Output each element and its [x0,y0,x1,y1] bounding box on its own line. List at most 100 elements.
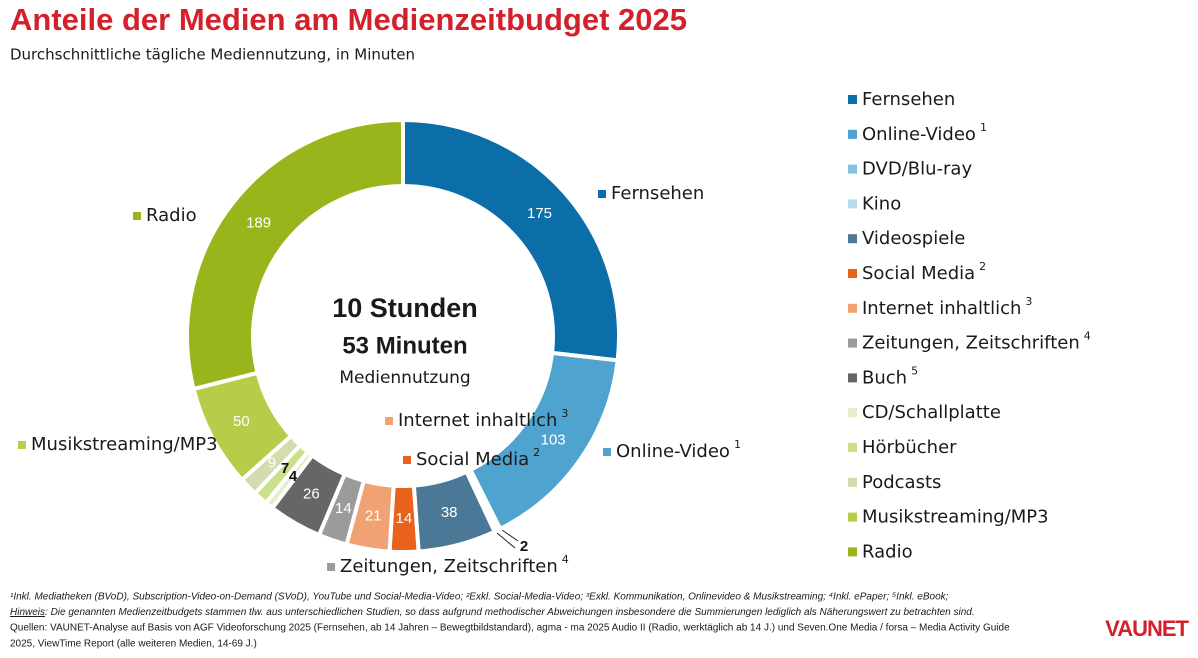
category-name: CD/Schallplatte [862,402,1001,423]
callout-swatch [327,563,335,571]
sources: 2025, ViewTime Report (alle weiteren Med… [10,639,257,650]
legend-label: DVD/Blu-ray [862,159,972,180]
leader-line [496,532,516,549]
category-name: Buch [862,367,907,388]
legend-label: Online-Video 1 [862,121,987,145]
callout-label: Internet inhaltlich 3 [398,407,568,431]
value-label: 175 [527,205,552,222]
value-label: 21 [365,508,382,525]
value-label: 7 [281,460,289,477]
footnotes: ¹Inkl. Mediatheken (BVoD), Subscription-… [10,592,949,603]
value-label: 26 [303,485,320,502]
value-label: 2 [520,538,528,555]
category-name: Fernsehen [611,183,704,204]
footnote-mark: 3 [1025,295,1032,308]
legend-swatch [848,303,857,313]
callout-swatch [598,190,606,198]
category-name: Musikstreaming/MP3 [862,507,1049,528]
legend-swatch [848,547,857,557]
legend-swatch [848,373,857,383]
hinweis-label: Hinweis [10,607,45,618]
callout-swatch [385,417,393,425]
legend-swatch [848,477,857,487]
legend-swatch [848,269,857,278]
value-label: 50 [233,413,250,430]
hinweis: Hinweis: Die genannten Medienzeitbudgets… [10,607,975,618]
value-label: 14 [335,500,352,517]
legend-label: Internet inhaltlich 3 [862,295,1032,319]
legend-swatch [848,512,857,522]
footnote-mark: 2 [533,446,540,459]
callout-label: Social Media 2 [416,446,540,470]
legend-swatch [848,95,857,104]
callout-swatch [133,212,141,220]
callout-swatch [403,456,411,464]
slice [401,117,621,363]
center-label: Mediennutzung [339,368,470,388]
value-label: 103 [541,432,566,449]
slice [185,117,405,392]
callout-label: Zeitungen, Zeitschriften 4 [340,553,569,577]
chart-subtitle: Durchschnittliche tägliche Mediennutzung… [10,46,415,64]
legend-label: Videospiele [862,228,965,249]
legend-swatch [848,443,857,452]
legend-swatch [848,199,857,209]
value-label: 189 [246,215,271,232]
footnote-mark: 4 [562,553,569,566]
value-label: 38 [441,504,458,521]
legend-label: Social Media 2 [862,260,986,284]
category-name: Zeitungen, Zeitschriften [862,333,1080,354]
category-name: Fernsehen [862,89,955,110]
legend-label: Hörbücher [862,437,957,458]
callout-swatch [18,441,26,449]
category-name: Online-Video [862,124,976,145]
category-name: Internet inhaltlich [862,298,1021,319]
legend-label: Musikstreaming/MP3 [862,507,1049,528]
category-name: DVD/Blu-ray [862,159,972,180]
category-name: Videospiele [862,228,965,249]
leader-line [501,529,519,542]
legend-label: CD/Schallplatte [862,402,1001,423]
footnote-mark: 3 [561,407,568,420]
legend-swatch [848,234,857,244]
callout-swatch [603,448,611,456]
callout-label: Fernsehen [611,183,704,204]
footnote-mark: 1 [980,121,987,134]
callout-label: Online-Video 1 [616,438,741,462]
category-name: Zeitungen, Zeitschriften [340,556,558,577]
footnote-mark: 2 [979,260,986,273]
legend-label: Podcasts [862,472,941,493]
category-name: Podcasts [862,472,941,493]
category-name: Social Media [416,449,529,470]
legend-label: Zeitungen, Zeitschriften 4 [862,330,1091,354]
legend-swatch [848,338,857,348]
category-name: Internet inhaltlich [398,410,557,431]
legend-swatch [848,408,857,418]
legend-label: Radio [862,541,913,562]
category-name: Kino [862,193,901,214]
legend-label: Buch 5 [862,364,918,388]
category-name: Online-Video [616,441,730,462]
center-label: 10 Stunden [332,293,478,323]
sources: Quellen: VAUNET-Analyse auf Basis von AG… [10,623,1010,634]
category-name: Hörbücher [862,437,957,458]
legend-label: Kino [862,193,901,214]
value-label: 14 [396,510,413,527]
callout-label: Musikstreaming/MP3 [31,434,218,455]
callout-label: Radio [146,205,197,226]
legend-swatch [848,129,857,139]
legend-swatch [848,164,857,174]
footnote-mark: 5 [911,364,918,377]
center-label: 53 Minuten [342,332,467,359]
category-name: Social Media [862,263,975,284]
category-name: Radio [862,541,913,562]
logo: VAUNET [1105,616,1189,641]
category-name: Radio [146,205,197,226]
chart-title: Anteile der Medien am Medienzeitbudget 2… [10,2,687,37]
legend-label: Fernsehen [862,89,955,110]
value-label: 4 [289,468,298,485]
value-label: 9 [268,455,276,472]
footnote-mark: 4 [1084,330,1091,343]
footnote-mark: 1 [734,438,741,451]
